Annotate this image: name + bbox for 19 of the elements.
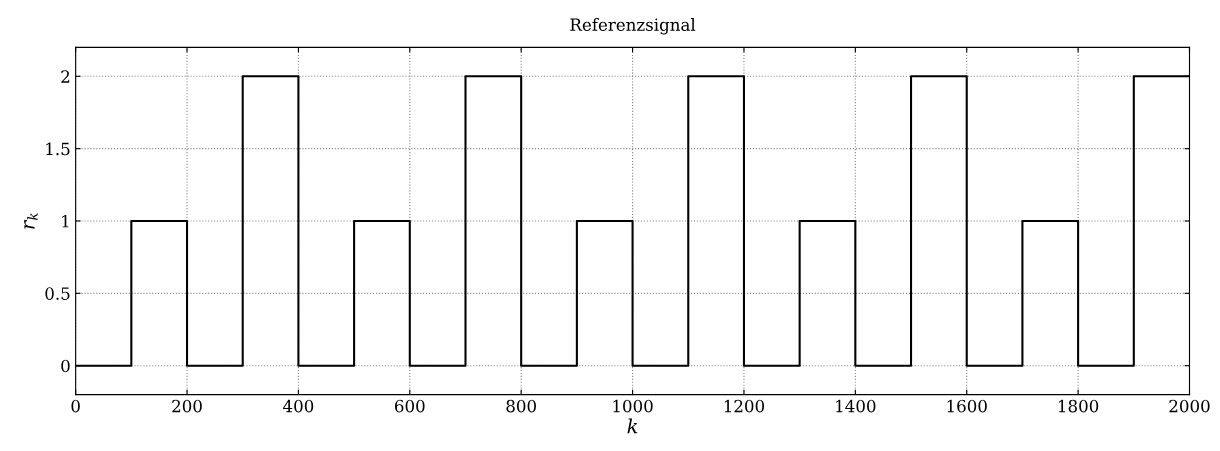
x-tick-label: 600 (395, 399, 425, 413)
y-tick-label: 0 (61, 359, 70, 373)
y-tick-label: 1 (62, 214, 69, 228)
x-tick-label: 400 (283, 399, 314, 413)
y-tick-label: 2 (61, 70, 70, 83)
y-axis-title: r$_{k}$ (24, 213, 38, 229)
x-tick-label: 2000 (1169, 399, 1210, 413)
y-tick-label: 0.5 (45, 287, 70, 300)
x-tick-label: 0 (71, 399, 80, 413)
x-tick-label: 1600 (947, 399, 987, 413)
y-tick-label: 1.5 (46, 142, 70, 156)
x-tick-label: 1000 (613, 399, 653, 413)
x-tick-label: 1800 (1058, 399, 1099, 413)
x-axis-title: k (627, 418, 638, 434)
chart-title: Referenzsignal (570, 18, 696, 35)
x-tick-label: 800 (506, 399, 536, 413)
x-tick-label: 1200 (724, 399, 765, 413)
x-tick-label: 200 (172, 399, 202, 413)
x-tick-label: 1400 (836, 399, 876, 413)
